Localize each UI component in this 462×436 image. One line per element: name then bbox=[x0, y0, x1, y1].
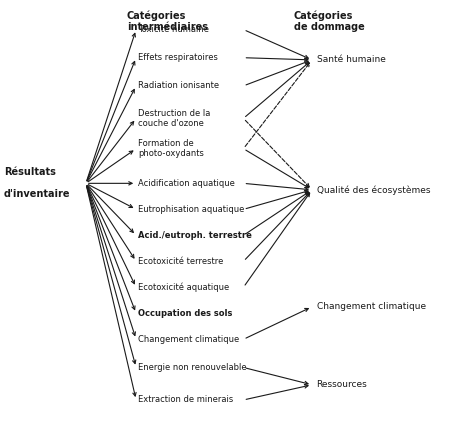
Text: Changement climatique: Changement climatique bbox=[316, 302, 426, 311]
Text: Formation de
photo-oxydants: Formation de photo-oxydants bbox=[139, 139, 204, 158]
Text: Catégories
de dommage: Catégories de dommage bbox=[294, 10, 365, 32]
Text: Qualité des écosystèmes: Qualité des écosystèmes bbox=[316, 185, 430, 194]
Text: Radiation ionisante: Radiation ionisante bbox=[139, 82, 219, 90]
Text: Acid./eutroph. terrestre: Acid./eutroph. terrestre bbox=[139, 231, 252, 240]
Text: Catégories
intermédiaires: Catégories intermédiaires bbox=[127, 10, 208, 32]
Text: Ecotoxicité terrestre: Ecotoxicité terrestre bbox=[139, 257, 224, 266]
Text: Energie non renouvelable: Energie non renouvelable bbox=[139, 363, 247, 372]
Text: Extraction de minerais: Extraction de minerais bbox=[139, 395, 234, 405]
Text: Acidification aquatique: Acidification aquatique bbox=[139, 179, 235, 188]
Text: Résultats: Résultats bbox=[4, 167, 55, 177]
Text: Changement climatique: Changement climatique bbox=[139, 335, 240, 344]
Text: Ecotoxicité aquatique: Ecotoxicité aquatique bbox=[139, 283, 230, 292]
Text: Santé humaine: Santé humaine bbox=[316, 55, 385, 65]
Text: Toxicité humaine: Toxicité humaine bbox=[139, 25, 209, 34]
Text: Eutrophisation aquatique: Eutrophisation aquatique bbox=[139, 205, 245, 214]
Text: d'inventaire: d'inventaire bbox=[4, 188, 70, 198]
Text: Ressources: Ressources bbox=[316, 380, 367, 389]
Text: Effets respiratoires: Effets respiratoires bbox=[139, 53, 218, 62]
Text: Occupation des sols: Occupation des sols bbox=[139, 309, 233, 318]
Text: Destruction de la
couche d'ozone: Destruction de la couche d'ozone bbox=[139, 109, 211, 128]
